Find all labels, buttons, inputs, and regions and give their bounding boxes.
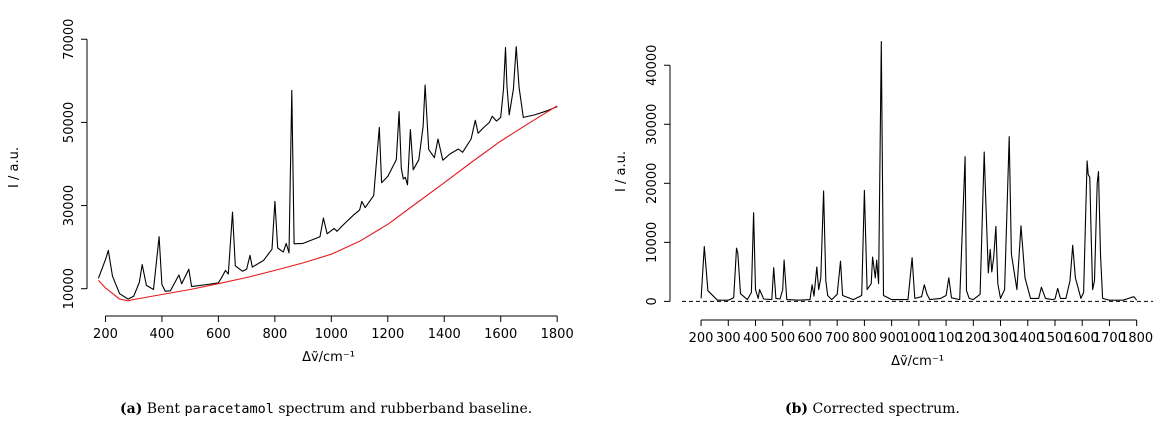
x-axis-title: Δṽ/cm⁻¹ [302,350,355,365]
x-tick-label: 400 [150,327,175,342]
x-tick-label: 1100 [930,331,963,346]
x-tick-label: 200 [93,327,118,342]
x-tick-label: 1400 [1011,331,1044,346]
x-tick-label: 1800 [1120,331,1153,346]
x-tick-label: 1300 [984,331,1017,346]
y-tick-label: 10000 [645,222,660,263]
y-tick-label: 50000 [62,102,77,143]
caption-a-label: (a) [120,401,142,417]
x-tick-label: 900 [879,331,904,346]
x-tick-label: 1000 [902,331,935,346]
series-spectrum-line [97,46,558,300]
caption-b-label: (b) [785,401,808,417]
y-tick-label: 0 [645,297,660,305]
caption-a-code: paracetamol [184,401,273,417]
x-tick-label: 1200 [371,327,404,342]
x-tick-label: 600 [798,331,823,346]
x-tick-label: 1200 [957,331,990,346]
y-axis-title: I / a.u. [614,151,629,192]
x-tick-label: 800 [262,327,287,342]
x-tick-label: 1400 [428,327,461,342]
x-tick-label: 1800 [541,327,574,342]
caption-a: (a) Bent paracetamol spectrum and rubber… [120,401,532,417]
x-tick-label: 1500 [1038,331,1071,346]
x-tick-label: 400 [743,331,768,346]
y-tick-label: 10000 [62,268,77,309]
x-tick-label: 800 [852,331,877,346]
y-tick-label: 20000 [645,163,660,204]
y-tick-label: 40000 [645,45,660,86]
y-axis-title: I / a.u. [7,147,22,188]
series-corrected-line [700,41,1138,301]
x-tick-label: 1600 [1066,331,1099,346]
y-tick-label: 70000 [62,19,77,60]
x-tick-label: 200 [689,331,714,346]
caption-b-text: Corrected spectrum. [813,401,960,417]
caption-a-pre: Bent [147,401,185,417]
x-tick-label: 1000 [315,327,348,342]
x-tick-label: 1600 [484,327,517,342]
caption-a-post: spectrum and rubberband baseline. [278,401,532,417]
series-baseline-line [98,105,558,302]
x-axis-title: Δṽ/cm⁻¹ [891,354,944,369]
x-tick-label: 300 [716,331,741,346]
caption-b: (b) Corrected spectrum. [785,401,960,417]
x-tick-label: 1700 [1093,331,1126,346]
chart-a: 200 400 600 800 1000 1200 1400 1600 1800 10000 300… [7,19,574,365]
x-tick-label: 500 [770,331,795,346]
x-tick-label: 600 [206,327,231,342]
chart-b: 200 300 400 500 600 700 800 9001000110012001300… [614,41,1153,369]
x-tick-label: 700 [825,331,850,346]
y-tick-label: 30000 [645,104,660,145]
y-tick-label: 30000 [62,185,77,226]
